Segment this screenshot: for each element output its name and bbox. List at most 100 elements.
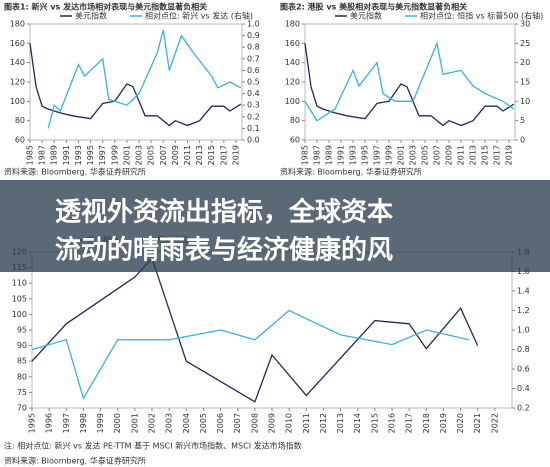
x-tick-label: 2017 — [493, 145, 502, 165]
y2-tick-label: 10 — [520, 97, 530, 106]
y-tick-label: 120 — [10, 78, 25, 87]
x-tick-label: 2003 — [165, 413, 174, 433]
x-tick-label: 2015 — [481, 145, 490, 165]
x-tick-label: 2012 — [319, 413, 328, 433]
y2-tick-label: 0.4 — [517, 384, 530, 393]
y2-tick-label: 0.2 — [247, 112, 260, 121]
y-tick-label: 70 — [17, 404, 27, 413]
x-tick-label: 2002 — [148, 413, 157, 433]
x-tick-label: 1999 — [96, 413, 105, 433]
y2-tick-label: 0.8 — [517, 345, 530, 354]
y-tick-label: 105 — [12, 294, 27, 303]
y2-tick-label: 30 — [520, 20, 530, 29]
y-tick-label: 60 — [15, 136, 25, 145]
x-tick-label: 1991 — [337, 145, 346, 165]
x-tick-label: 2017 — [219, 145, 228, 165]
chart-source: 资料来源: Bloomberg, 华泰证券研究所 — [4, 167, 146, 177]
x-tick-label: 1997 — [62, 413, 71, 433]
y-tick-label: 85 — [17, 357, 27, 366]
y-tick-label: 75 — [17, 388, 27, 397]
y-tick-label: 160 — [10, 39, 25, 48]
y2-tick-label: 0.1 — [247, 124, 260, 133]
x-tick-label: 1999 — [385, 145, 394, 165]
x-tick-label: 1997 — [98, 145, 107, 165]
x-tick-label: 2020 — [456, 413, 465, 433]
x-tick-label: 2011 — [302, 413, 311, 433]
x-tick-label: 1989 — [50, 145, 59, 165]
y-tick-label: 100 — [12, 310, 27, 319]
legend-label: 美元指数 — [350, 11, 382, 21]
y2-tick-label: 1.0 — [517, 326, 530, 335]
y-tick-label: 180 — [10, 20, 25, 29]
y2-tick-label: 0 — [520, 136, 525, 145]
series-line — [47, 29, 242, 129]
x-tick-label: 2022 — [490, 413, 499, 433]
y2-tick-label: 25 — [520, 39, 530, 48]
x-tick-label: 1991 — [62, 145, 71, 165]
chart-title: 图表1: 新兴 vs 发达市场相对表现与美元指数显著负相关 — [4, 2, 207, 12]
x-tick-label: 2013 — [469, 145, 478, 165]
x-tick-label: 2008 — [250, 413, 259, 433]
y2-tick-label: 20 — [520, 58, 530, 67]
banner-bg — [0, 180, 550, 272]
plot-frame — [29, 23, 243, 141]
series-line — [304, 43, 515, 127]
y-tick-label: 100 — [10, 97, 25, 106]
x-tick-label: 2013 — [195, 145, 204, 165]
y-tick-label: 180 — [285, 20, 300, 29]
x-tick-label: 2001 — [130, 413, 139, 433]
y-tick-label: 80 — [290, 116, 300, 125]
series-line — [304, 41, 515, 122]
x-tick-label: 2005 — [421, 145, 430, 165]
x-tick-label: 2013 — [336, 413, 345, 433]
y-tick-label: 140 — [10, 58, 25, 67]
x-tick-label: 2001 — [122, 145, 131, 165]
x-tick-label: 1985 — [26, 145, 35, 165]
x-tick-label: 2019 — [231, 145, 240, 165]
y2-tick-label: 0.7 — [247, 54, 260, 63]
banner-text: 流动的晴雨表与经济健康的风 — [55, 235, 393, 266]
y2-tick-label: 5 — [520, 116, 525, 125]
legend-label: 相对点位: 恒指 vs 标普500 (右轴) — [420, 11, 543, 21]
y2-tick-label: 0.3 — [247, 101, 260, 110]
y2-tick-label: 1.2 — [517, 306, 530, 315]
x-tick-label: 2017 — [405, 413, 414, 433]
x-tick-label: 1993 — [349, 145, 358, 165]
x-tick-label: 2009 — [445, 145, 454, 165]
x-tick-label: 1998 — [79, 413, 88, 433]
x-tick-label: 2011 — [457, 145, 466, 165]
x-tick-label: 1989 — [325, 145, 334, 165]
chart-note: 注: 相对点位: 新兴 vs 发达 PE-TTM 基于 MSCI 新兴市场指数、… — [4, 441, 302, 451]
x-tick-label: 2001 — [397, 145, 406, 165]
y-tick-label: 95 — [17, 326, 27, 335]
x-tick-label: 2003 — [409, 145, 418, 165]
y2-tick-label: 1.4 — [517, 287, 530, 296]
x-tick-label: 2015 — [370, 413, 379, 433]
x-tick-label: 2006 — [216, 413, 225, 433]
y2-tick-label: 15 — [520, 78, 530, 87]
x-tick-label: 1997 — [373, 145, 382, 165]
y2-tick-label: 0.6 — [517, 365, 530, 374]
x-tick-label: 2009 — [171, 145, 180, 165]
x-tick-label: 2009 — [268, 413, 277, 433]
y-tick-label: 60 — [290, 136, 300, 145]
y2-tick-label: 0.0 — [247, 136, 260, 145]
y-tick-label: 80 — [15, 116, 25, 125]
x-tick-label: 1995 — [86, 145, 95, 165]
x-tick-label: 2015 — [207, 145, 216, 165]
chart-source: 资料来源: Bloomberg, 华泰证券研究所 — [280, 167, 422, 177]
y-tick-label: 110 — [12, 279, 27, 288]
x-tick-label: 1999 — [110, 145, 119, 165]
x-tick-label: 1987 — [38, 145, 47, 165]
y-tick-label: 100 — [285, 97, 300, 106]
x-tick-label: 2019 — [505, 145, 514, 165]
x-tick-label: 2007 — [233, 413, 242, 433]
y2-tick-label: 0.2 — [517, 404, 530, 413]
x-tick-label: 1987 — [313, 145, 322, 165]
x-tick-label: 2007 — [433, 145, 442, 165]
series-line — [29, 43, 242, 127]
banner-text: 透视外资流出指标，全球资本 — [55, 197, 393, 228]
x-tick-label: 2019 — [439, 413, 448, 433]
